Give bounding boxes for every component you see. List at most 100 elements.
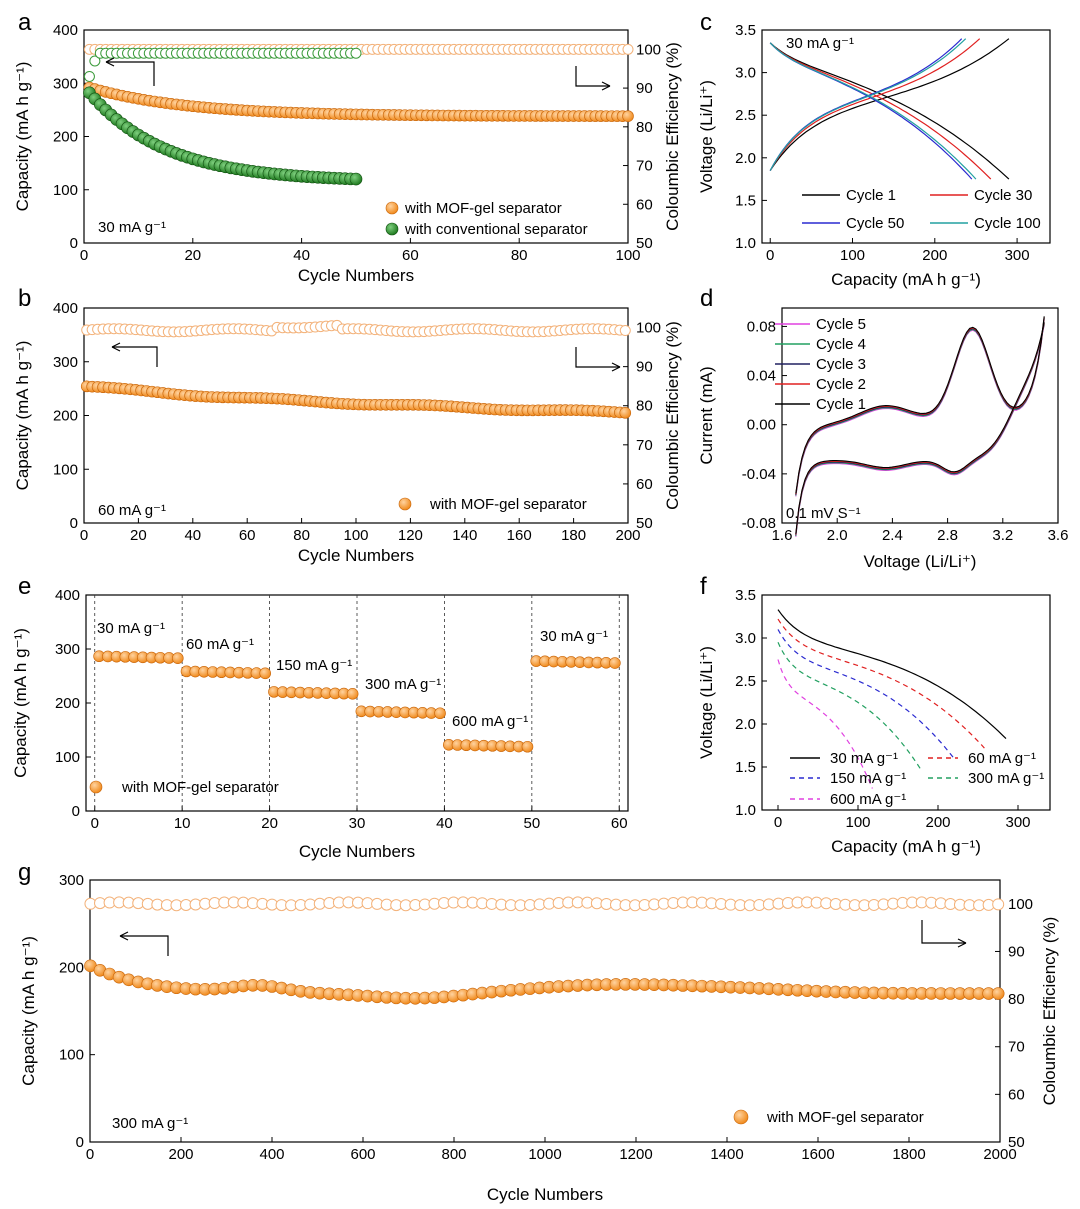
x-tick-label: 1.6 <box>772 527 793 544</box>
y-axis-label: Capacity (mA h g⁻¹) <box>13 62 32 212</box>
x-tick-label: 100 <box>343 527 368 544</box>
x-tick-label: 0 <box>774 814 782 831</box>
discharge-curve <box>777 618 985 749</box>
ce-point-mof <box>619 325 631 337</box>
x-tick-label: 0 <box>766 247 774 264</box>
legend-label-mof: with MOF-gel separator <box>121 779 279 796</box>
x-tick-label: 100 <box>840 247 865 264</box>
plot-frame <box>781 307 1059 524</box>
arrow-head <box>601 81 611 91</box>
x-tick-label: 800 <box>441 1146 466 1163</box>
y-tick-label: 200 <box>53 408 78 425</box>
x-tick-label: 20 <box>184 247 201 264</box>
x-tick-label: 60 <box>611 815 628 832</box>
arrow-head <box>105 57 115 67</box>
x-tick-label: 100 <box>845 814 870 831</box>
plot-frame <box>761 594 1051 811</box>
y-axis-label: Voltage (Li/Li⁺) <box>697 80 716 193</box>
y-tick-label: 2.0 <box>735 150 756 167</box>
y-tick-label: 200 <box>55 695 80 712</box>
y-tick-label: 300 <box>59 872 84 889</box>
y-tick-label: 0.08 <box>747 318 776 335</box>
y-tick-label: 0 <box>72 803 80 820</box>
x-tick-label: 1400 <box>710 1146 743 1163</box>
x-axis-label: Voltage (Li/Li⁺) <box>864 552 977 571</box>
y2-tick-label: 70 <box>636 437 653 454</box>
x-tick-label: 200 <box>922 247 947 264</box>
y2-tick-label: 80 <box>636 398 653 415</box>
y-tick-label: 3.5 <box>735 22 756 39</box>
y-tick-label: 0 <box>76 1134 84 1151</box>
discharge-curve <box>777 659 873 789</box>
x-axis-label: Cycle Numbers <box>298 266 414 285</box>
y-tick-label: 2.5 <box>735 673 756 690</box>
y-tick-label: -0.04 <box>742 466 776 483</box>
y-tick-label: 100 <box>59 1047 84 1064</box>
capacity-point-mof <box>171 652 184 664</box>
cv-curve-cathodic <box>795 322 1045 534</box>
capacity-point-mof <box>991 987 1005 1000</box>
x-tick-label: 40 <box>436 815 453 832</box>
y2-tick-label: 80 <box>1008 991 1025 1008</box>
rate-label: 30 mA g⁻¹ <box>97 620 165 637</box>
y-tick-label: 400 <box>53 22 78 39</box>
legend-label: Cycle 1 <box>816 396 866 413</box>
x-tick-label: 160 <box>507 527 532 544</box>
y2-tick-label: 100 <box>636 41 661 58</box>
panel-c: 0 100 200 300 1.0 1.5 2.0 2.5 3.0 3.5 Capacity (mA… <box>697 22 1051 289</box>
panel-letter-e: e <box>18 573 31 600</box>
ce-point-conventional <box>83 70 95 82</box>
y-tick-label: 3.0 <box>735 630 756 647</box>
x-tick-label: 10 <box>174 815 191 832</box>
discharge-curve <box>777 629 955 759</box>
y2-tick-label: 60 <box>636 476 653 493</box>
y-tick-label: 100 <box>53 182 78 199</box>
y2-tick-label: 60 <box>636 196 653 213</box>
cv-curve-cathodic <box>795 322 1045 535</box>
legend-label: Cycle 30 <box>974 187 1032 204</box>
x-tick-label: 2000 <box>983 1146 1016 1163</box>
capacity-point-mof <box>346 688 359 700</box>
x-tick-label: 300 <box>1005 247 1030 264</box>
panel-letter-d: d <box>700 285 713 312</box>
x-tick-label: 80 <box>293 527 310 544</box>
legend-label: 600 mA g⁻¹ <box>830 791 906 808</box>
scan-rate-annotation: 0.1 mV S⁻¹ <box>786 505 861 522</box>
y2-tick-label: 50 <box>1008 1134 1025 1151</box>
legend-label: Cycle 50 <box>846 215 904 232</box>
x-axis-label: Capacity (mA h g⁻¹) <box>831 270 981 289</box>
capacity-point-mof <box>622 110 634 122</box>
y-tick-label: -0.08 <box>742 515 776 532</box>
x-tick-label: 80 <box>511 247 528 264</box>
legend-label: 300 mA g⁻¹ <box>968 770 1044 787</box>
capacity-point-mof <box>434 707 446 720</box>
y2-tick-label: 70 <box>636 158 653 175</box>
y-tick-label: 0.00 <box>747 417 776 434</box>
y-tick-label: 1.5 <box>735 759 756 776</box>
y-tick-label: 0 <box>70 515 78 532</box>
x-tick-label: 2.8 <box>937 527 958 544</box>
panel-letter-b: b <box>18 285 31 312</box>
y2-tick-label: 50 <box>636 235 653 252</box>
y-tick-label: 300 <box>53 354 78 371</box>
capacity-point-conventional <box>349 172 363 186</box>
arrow-head <box>611 362 621 372</box>
y-tick-label: 3.0 <box>735 65 756 82</box>
rate-label: 150 mA g⁻¹ <box>276 657 352 674</box>
x-tick-label: 140 <box>452 527 477 544</box>
x-axis-label: Cycle Numbers <box>487 1185 603 1204</box>
panel-letter-g: g <box>18 859 31 886</box>
legend-label: Cycle 100 <box>974 215 1041 232</box>
x-tick-label: 0 <box>80 247 88 264</box>
panel-g: 0 200 400 600 800 1000 1200 1400 1600 1800 2000 0 10… <box>19 872 1059 1204</box>
arrow-right <box>921 920 966 944</box>
x-tick-label: 200 <box>925 814 950 831</box>
x-tick-label: 30 <box>349 815 366 832</box>
legend-marker-mof <box>89 780 103 794</box>
x-axis-label: Cycle Numbers <box>298 546 414 565</box>
x-tick-label: 50 <box>523 815 540 832</box>
y2-tick-label: 90 <box>636 359 653 376</box>
ce-point-conventional <box>350 47 362 59</box>
plot-frame <box>89 879 1001 1143</box>
